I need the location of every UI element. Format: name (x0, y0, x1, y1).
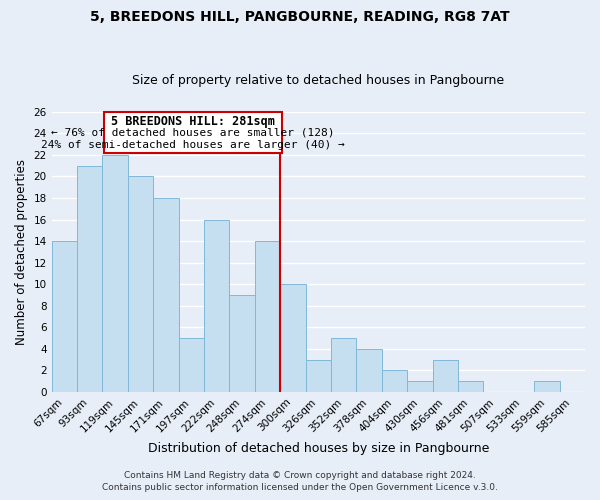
Text: 24% of semi-detached houses are larger (40) →: 24% of semi-detached houses are larger (… (41, 140, 344, 150)
Y-axis label: Number of detached properties: Number of detached properties (15, 159, 28, 345)
Bar (103, 155, 128, 392)
Bar (356, 349, 382, 392)
Bar (128, 176, 153, 392)
Bar (204, 220, 229, 392)
Bar (255, 241, 280, 392)
Bar (77, 166, 103, 392)
Title: Size of property relative to detached houses in Pangbourne: Size of property relative to detached ho… (132, 74, 505, 87)
Bar (382, 370, 407, 392)
Bar (229, 295, 255, 392)
Bar (305, 360, 331, 392)
Bar (52, 241, 77, 392)
FancyBboxPatch shape (104, 112, 281, 152)
Bar (407, 381, 433, 392)
Bar (179, 338, 204, 392)
Bar (534, 381, 560, 392)
Bar (280, 284, 305, 392)
Text: 5 BREEDONS HILL: 281sqm: 5 BREEDONS HILL: 281sqm (110, 115, 275, 128)
Bar (331, 338, 356, 392)
Text: Contains HM Land Registry data © Crown copyright and database right 2024.
Contai: Contains HM Land Registry data © Crown c… (102, 471, 498, 492)
Text: 5, BREEDONS HILL, PANGBOURNE, READING, RG8 7AT: 5, BREEDONS HILL, PANGBOURNE, READING, R… (90, 10, 510, 24)
Bar (153, 198, 179, 392)
Text: ← 76% of detached houses are smaller (128): ← 76% of detached houses are smaller (12… (51, 128, 334, 138)
X-axis label: Distribution of detached houses by size in Pangbourne: Distribution of detached houses by size … (148, 442, 489, 455)
Bar (458, 381, 484, 392)
Bar (433, 360, 458, 392)
